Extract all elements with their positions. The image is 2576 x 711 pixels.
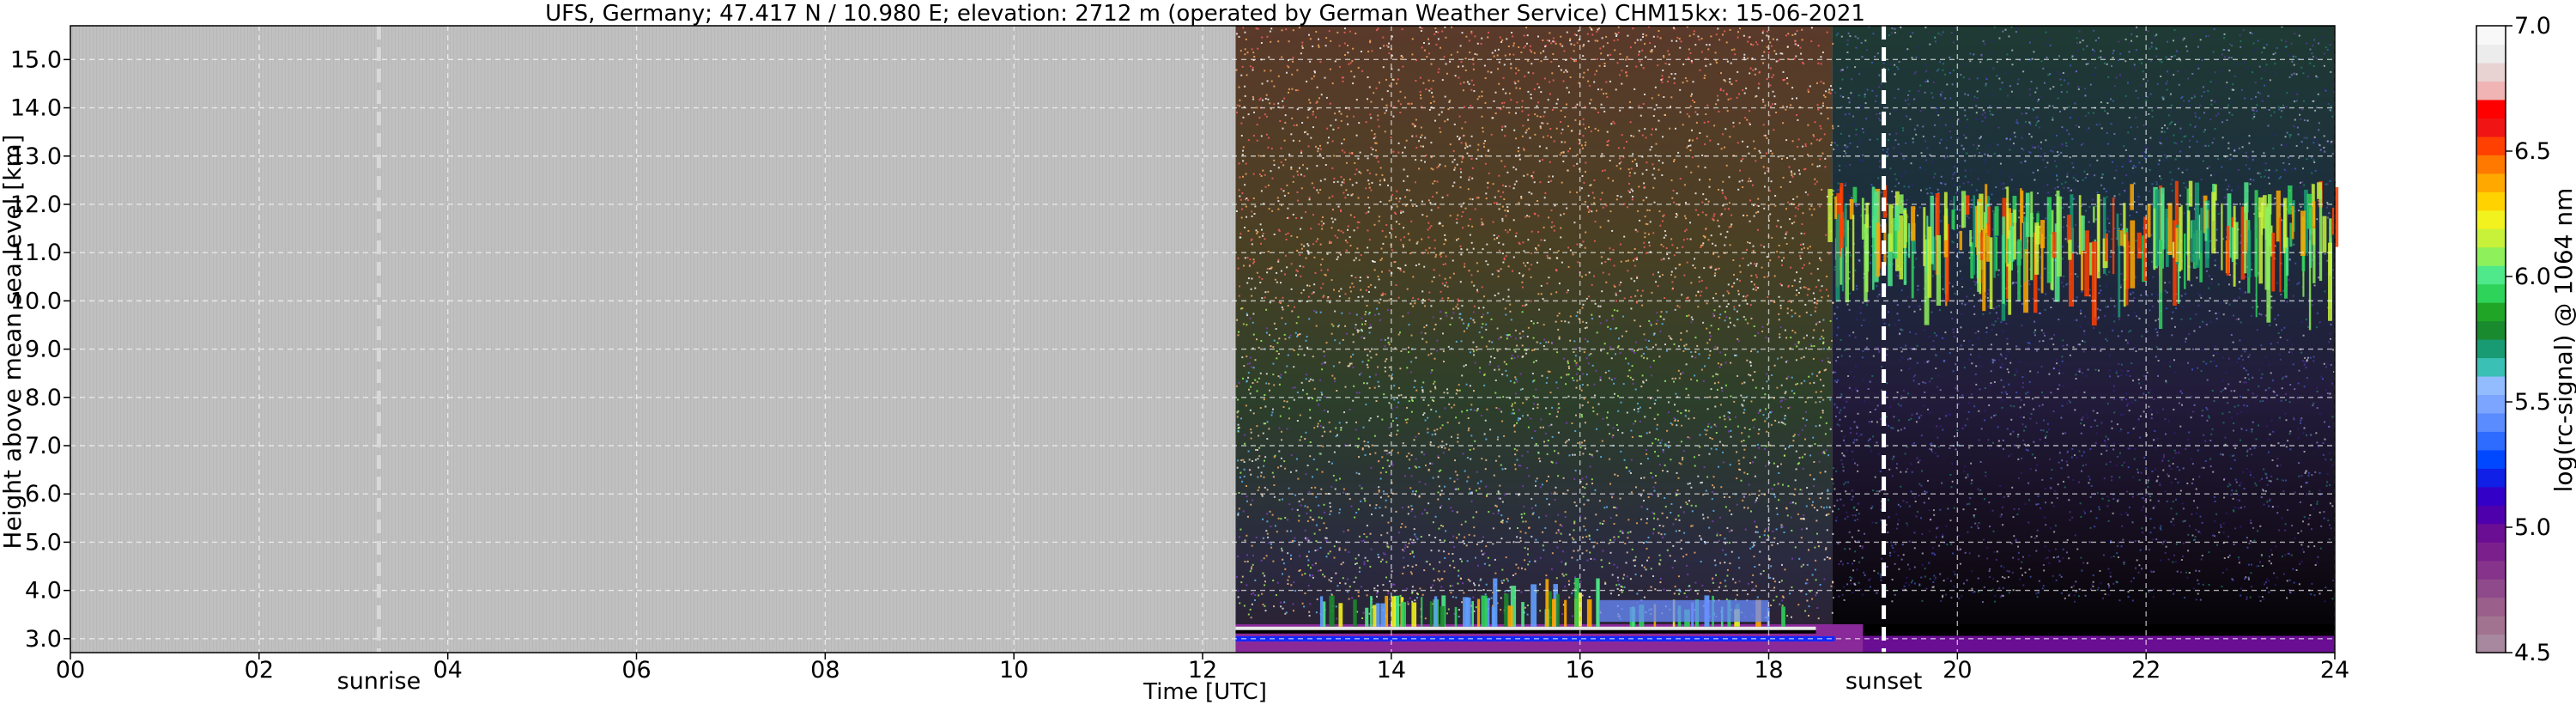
x-tick-label: 10 [999,657,1028,684]
colorbar-segment [2476,191,2506,210]
colorbar-segment [2476,155,2506,173]
x-tick-label: 04 [433,657,462,684]
colorbar-segment [2476,137,2506,155]
colorbar-segment [2476,579,2506,598]
x-tick-label: 08 [810,657,839,684]
colorbar-segment [2476,81,2506,100]
colorbar-segment [2476,635,2506,653]
x-axis-label: Time [UTC] [1143,679,1267,705]
colorbar-segment [2476,44,2506,63]
colorbar-segment [2476,524,2506,543]
colorbar-segment [2476,561,2506,580]
colorbar-segment [2476,357,2506,376]
colorbar-segment [2476,247,2506,266]
y-tick-label: 9.0 [25,337,62,363]
colorbar-segment [2476,265,2506,284]
colorbar-segment [2476,26,2506,45]
chart-title: UFS, Germany; 47.417 N / 10.980 E; eleva… [545,1,1865,27]
colorbar-segment [2476,118,2506,137]
colorbar-segment [2476,228,2506,247]
colorbar-tick-label: 5.0 [2514,514,2551,541]
colorbar-segment [2476,284,2506,303]
colorbar-tick-label: 7.0 [2514,13,2551,40]
y-tick-label: 4.0 [25,578,62,605]
colorbar-tick-label: 6.5 [2514,138,2551,165]
colorbar-segment [2476,376,2506,395]
x-tick-label: 00 [56,657,85,684]
sunrise-label: sunrise [337,668,421,695]
y-tick-label: 3.0 [25,626,62,653]
colorbar-tick-label: 5.5 [2514,389,2551,416]
colorbar-label: log(rc-signal) @ 1064 nm [2549,188,2576,493]
colorbar-segment [2476,431,2506,450]
y-tick-label: 15.0 [10,46,62,73]
colorbar-segment [2476,450,2506,469]
colorbar-segment [2476,63,2506,82]
y-tick-label: 8.0 [25,385,62,411]
colorbar-segment [2476,173,2506,192]
colorbar-tick-label: 6.0 [2514,264,2551,290]
colorbar-segment [2476,542,2506,561]
day-sky-region [1235,26,1832,653]
colorbar-segment [2476,339,2506,358]
colorbar-segment [2476,616,2506,635]
y-tick-label: 6.0 [25,481,62,507]
x-tick-label: 18 [1754,657,1783,684]
colorbar-segment [2476,413,2506,432]
x-tick-label: 14 [1377,657,1406,684]
x-tick-label: 16 [1565,657,1594,684]
colorbar [2476,26,2506,653]
y-tick-label: 5.0 [25,529,62,556]
x-tick-label: 22 [2131,657,2161,684]
colorbar-segment [2476,100,2506,118]
colorbar-segment [2476,321,2506,340]
night-sky-region [1833,26,2335,653]
colorbar-segment [2476,302,2506,321]
x-tick-label: 20 [1943,657,1972,684]
no-data-region [70,26,1235,653]
sunset-label: sunset [1846,668,1923,695]
y-tick-label: 7.0 [25,433,62,459]
colorbar-segment [2476,505,2506,524]
x-tick-label: 02 [245,657,274,684]
colorbar-tick-label: 4.5 [2514,640,2551,666]
x-tick-label: 24 [2320,657,2349,684]
colorbar-segment [2476,468,2506,487]
colorbar-segment [2476,210,2506,229]
y-axis-label: Height above mean sea level [km] [0,134,27,549]
x-tick-label: 06 [621,657,651,684]
colorbar-segment [2476,598,2506,617]
plot-area [70,26,2338,653]
colorbar-segment [2476,487,2506,506]
colorbar-ticks: 4.5 5.0 5.5 6.0 6.5 7.0 [2506,13,2551,666]
y-tick-label: 14.0 [10,95,62,122]
colorbar-segment [2476,394,2506,413]
